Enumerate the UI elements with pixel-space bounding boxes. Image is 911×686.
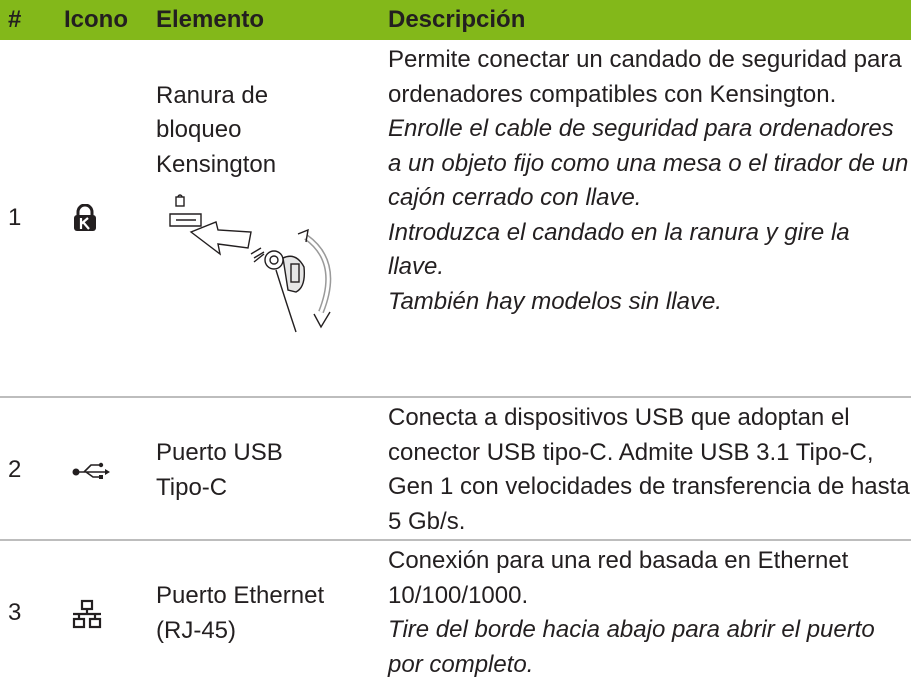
- header-cell: #: [8, 6, 22, 33]
- kensington-illustration: [169, 194, 332, 333]
- description-cell: Conecta a dispositivos USB que adoptan e…: [384, 398, 911, 543]
- ethernet-icon: [72, 599, 102, 628]
- element-cell: Puerto Ethernet (RJ-45): [152, 579, 384, 648]
- usb-icon: [72, 462, 110, 479]
- note-text: También hay modelos sin llave.: [388, 287, 722, 315]
- header-cell: Descripción: [388, 6, 526, 33]
- header-row: # Icono Elemento Descripción: [0, 0, 911, 40]
- description-cell: Permite conectar un candado de seguridad…: [384, 40, 911, 323]
- note-text: Tire del borde hacia abajo para abrir el…: [388, 616, 875, 678]
- icon-cell: [60, 599, 152, 629]
- note-text: Introduzca el candado en la ranura y gir…: [388, 218, 850, 281]
- table-row: 3 Puerto Ethernet (RJ-45) Conexión para un…: [0, 541, 911, 681]
- row-number: 1: [8, 203, 22, 231]
- element-cell: Ranura de bloqueo Kensington: [152, 79, 384, 358]
- header-cell: Elemento: [156, 6, 265, 33]
- element-name: Puerto Ethernet (RJ-45): [156, 582, 325, 644]
- description-text: Conecta a dispositivos USB que adoptan e…: [388, 404, 910, 535]
- element-name: Puerto USB Tipo-C: [156, 439, 283, 501]
- description-text: Conexión para una red basada en Ethernet…: [388, 547, 849, 609]
- icon-cell: [60, 461, 152, 481]
- header-cell: Icono: [64, 6, 128, 33]
- element-cell: Puerto USB Tipo-C: [152, 436, 384, 505]
- row-number: 2: [8, 456, 22, 484]
- table-row: 2 Puerto USB Tipo-C Conecta a dispositivos…: [0, 398, 911, 541]
- table-row: 1 Ranura de bloqueo Kensington Permite con…: [0, 40, 911, 398]
- description-cell: Conexión para una red basada en Ethernet…: [384, 541, 911, 686]
- row-number: 3: [8, 599, 22, 627]
- note-text: Enrolle el cable de seguridad para orden…: [388, 115, 909, 211]
- icon-cell: [60, 204, 152, 232]
- illustration: [156, 192, 384, 358]
- element-name: Ranura de bloqueo Kensington: [156, 81, 277, 178]
- description-text: Permite conectar un candado de seguridad…: [388, 46, 902, 108]
- lock-icon: [74, 204, 96, 231]
